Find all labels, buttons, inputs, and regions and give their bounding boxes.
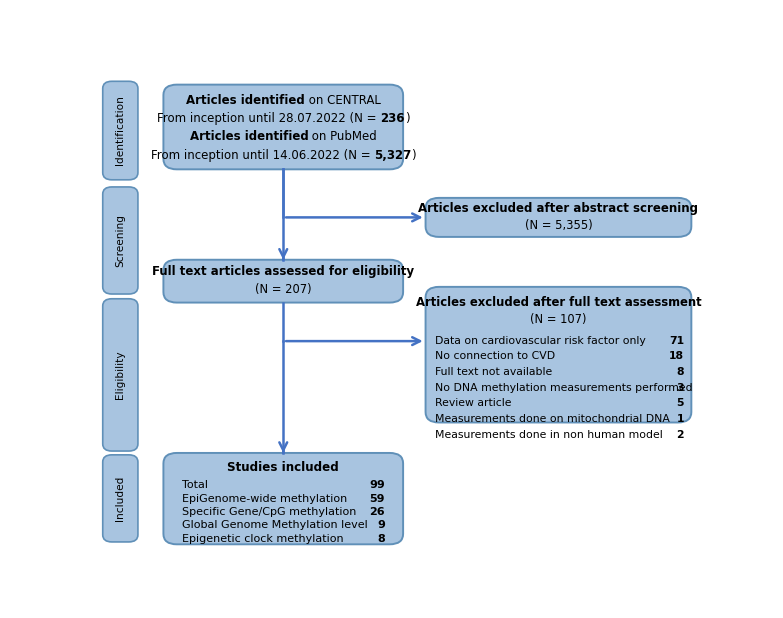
Text: ): ) (405, 112, 410, 125)
Text: 1: 1 (677, 414, 684, 424)
Text: Total: Total (182, 480, 207, 490)
FancyBboxPatch shape (164, 260, 403, 303)
Text: 26: 26 (370, 507, 385, 517)
Text: on CENTRAL: on CENTRAL (305, 95, 381, 108)
Text: 2: 2 (677, 430, 684, 440)
Text: 59: 59 (370, 494, 385, 504)
Text: From inception until 28.07.2022 (N =: From inception until 28.07.2022 (N = (157, 112, 381, 125)
Text: Screening: Screening (115, 214, 125, 267)
Text: Measurements done in non human model: Measurements done in non human model (435, 430, 663, 440)
Text: From inception until 14.06.2022 (N =: From inception until 14.06.2022 (N = (150, 148, 374, 161)
Text: (N = 5,355): (N = 5,355) (525, 219, 592, 232)
Text: No connection to CVD: No connection to CVD (435, 352, 555, 362)
Text: Data on cardiovascular risk factor only: Data on cardiovascular risk factor only (435, 336, 646, 345)
Text: Identification: Identification (115, 96, 125, 166)
Text: 8: 8 (377, 533, 385, 544)
Text: Specific Gene/CpG methylation: Specific Gene/CpG methylation (182, 507, 356, 517)
FancyBboxPatch shape (103, 298, 138, 451)
Text: Full text articles assessed for eligibility: Full text articles assessed for eligibil… (152, 265, 414, 278)
Text: Articles identified: Articles identified (189, 130, 309, 143)
Text: 71: 71 (669, 336, 684, 345)
Text: 18: 18 (669, 352, 684, 362)
Text: Measurements done on mitochondrial DNA: Measurements done on mitochondrial DNA (435, 414, 670, 424)
FancyBboxPatch shape (103, 82, 138, 180)
FancyBboxPatch shape (426, 198, 691, 237)
Text: ): ) (411, 148, 416, 161)
Text: Full text not available: Full text not available (435, 367, 553, 377)
Text: Articles excluded after full text assessment: Articles excluded after full text assess… (416, 296, 702, 309)
Text: Articles identified: Articles identified (186, 95, 305, 108)
FancyBboxPatch shape (103, 455, 138, 542)
Text: Articles excluded after abstract screening: Articles excluded after abstract screeni… (418, 202, 698, 215)
Text: Review article: Review article (435, 399, 512, 408)
Text: (N = 207): (N = 207) (255, 283, 312, 296)
Text: Studies included: Studies included (227, 461, 339, 474)
Text: 99: 99 (369, 480, 385, 490)
Text: EpiGenome-wide methylation: EpiGenome-wide methylation (182, 494, 347, 504)
FancyBboxPatch shape (164, 85, 403, 169)
Text: 9: 9 (377, 520, 385, 530)
Text: on PubMed: on PubMed (309, 130, 377, 143)
Text: Epigenetic clock methylation: Epigenetic clock methylation (182, 533, 343, 544)
Text: Global Genome Methylation level: Global Genome Methylation level (182, 520, 367, 530)
Text: (N = 107): (N = 107) (530, 313, 586, 326)
FancyBboxPatch shape (103, 187, 138, 294)
Text: No DNA methylation measurements performed: No DNA methylation measurements performe… (435, 383, 693, 393)
Text: 8: 8 (677, 367, 684, 377)
Text: Included: Included (115, 476, 125, 521)
Text: Eligibility: Eligibility (115, 350, 125, 399)
FancyBboxPatch shape (426, 287, 691, 423)
Text: 5: 5 (677, 399, 684, 408)
Text: 3: 3 (677, 383, 684, 393)
FancyBboxPatch shape (164, 453, 403, 544)
Text: 5,327: 5,327 (374, 148, 411, 161)
Text: 236: 236 (381, 112, 405, 125)
